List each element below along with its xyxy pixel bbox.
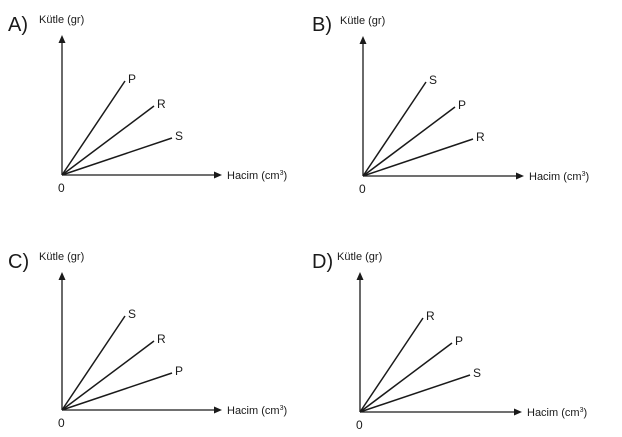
origin-label: 0 <box>356 418 363 432</box>
line-label-p: P <box>128 72 136 86</box>
origin-label: 0 <box>58 416 65 430</box>
line-label-p: P <box>175 364 183 378</box>
line-label-p: P <box>458 98 466 112</box>
x-axis-label-text: Hacim (cm <box>227 405 280 417</box>
x-axis-label: Hacim (cm3) <box>227 405 287 417</box>
graph-line-r <box>362 138 474 177</box>
option-letter: A) <box>8 14 28 36</box>
x-axis-label-close: ) <box>283 170 287 182</box>
x-axis-label-close: ) <box>585 171 589 183</box>
x-axis-label-exponent: 3 <box>280 170 284 177</box>
line-label-r: R <box>426 309 435 323</box>
x-axis-arrow-icon <box>214 406 222 414</box>
graph-line-s <box>61 315 126 411</box>
y-axis-label: Kütle (gr) <box>39 251 84 263</box>
origin-label: 0 <box>58 181 65 195</box>
y-axis-label: Kütle (gr) <box>340 15 385 27</box>
option-letter: C) <box>8 251 29 273</box>
graph-line-s <box>362 81 427 177</box>
line-label-s: S <box>429 73 437 87</box>
graph-line-p <box>362 106 456 177</box>
option-d-graph: D) Kütle (gr) Hacim (cm3) 0 R P S <box>312 251 587 432</box>
x-axis-label: Hacim (cm3) <box>227 170 287 182</box>
graph-line-p <box>359 342 453 413</box>
y-axis-arrow-icon <box>359 36 367 44</box>
graph-line-s <box>359 374 471 413</box>
line-label-r: R <box>157 332 166 346</box>
x-axis-label-exponent: 3 <box>580 407 584 414</box>
option-b-graph: B) Kütle (gr) Hacim (cm3) 0 S P R <box>312 14 589 196</box>
x-axis-arrow-icon <box>214 171 222 179</box>
graph-line-r <box>61 340 155 411</box>
x-axis-label-close: ) <box>583 407 587 419</box>
option-a-graph: A) Kütle (gr) Hacim (cm3) 0 P R S <box>8 14 287 195</box>
line-label-s: S <box>128 307 136 321</box>
x-axis-label: Hacim (cm3) <box>527 407 587 419</box>
x-axis-label-text: Hacim (cm <box>227 170 280 182</box>
line-label-s: S <box>175 129 183 143</box>
option-letter: D) <box>312 251 333 273</box>
x-axis-arrow-icon <box>516 172 524 180</box>
line-label-p: P <box>455 334 463 348</box>
x-axis-arrow-icon <box>514 408 522 416</box>
x-axis-label-text: Hacim (cm <box>527 407 580 419</box>
origin-label: 0 <box>359 182 366 196</box>
graph-line-r <box>61 105 155 176</box>
y-axis-label: Kütle (gr) <box>39 14 84 26</box>
line-label-r: R <box>476 130 485 144</box>
graph-line-p <box>61 372 173 411</box>
y-axis-arrow-icon <box>356 272 364 280</box>
option-letter: B) <box>312 14 332 36</box>
graph-line-s <box>61 137 173 176</box>
graph-line-r <box>359 317 424 413</box>
x-axis-label: Hacim (cm3) <box>529 171 589 183</box>
x-axis-label-text: Hacim (cm <box>529 171 582 183</box>
line-label-s: S <box>473 366 481 380</box>
graph-line-p <box>61 80 126 176</box>
y-axis-arrow-icon <box>58 272 66 280</box>
y-axis-arrow-icon <box>58 35 66 43</box>
line-label-r: R <box>157 97 166 111</box>
y-axis-label: Kütle (gr) <box>337 251 382 263</box>
x-axis-label-exponent: 3 <box>280 405 284 412</box>
option-c-graph: C) Kütle (gr) Hacim (cm3) 0 S R P <box>8 251 287 430</box>
x-axis-label-close: ) <box>283 405 287 417</box>
x-axis-label-exponent: 3 <box>582 171 586 178</box>
